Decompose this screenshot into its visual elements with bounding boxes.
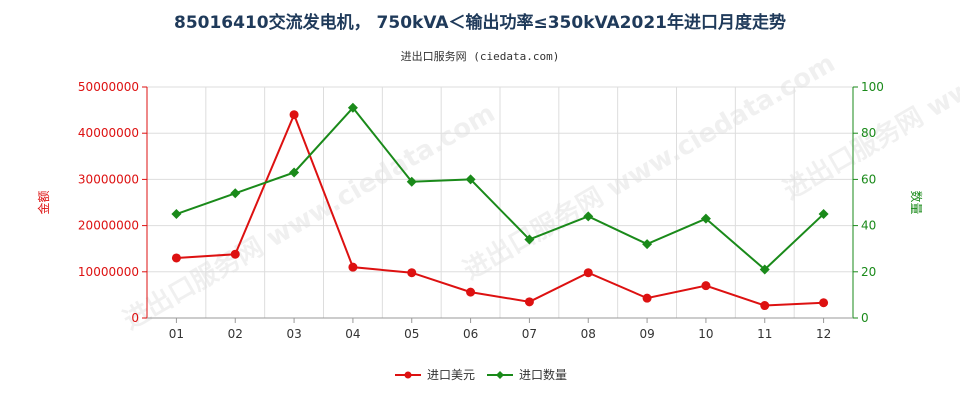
quantity-point — [347, 102, 358, 113]
amount-point — [348, 262, 358, 272]
x-tick-label: 05 — [404, 327, 419, 341]
left-tick-label: 0 — [131, 311, 139, 325]
quantity-point — [171, 209, 182, 220]
quantity-point — [583, 211, 594, 222]
amount-point — [289, 110, 299, 120]
legend: 进口美元 进口数量 — [395, 367, 567, 382]
amount-point — [171, 253, 181, 263]
quantity-point — [642, 239, 653, 250]
x-tick-label: 08 — [581, 327, 596, 341]
watermark-text: 进出口服务网 www.ciedata.com — [459, 48, 841, 286]
amount-point — [760, 301, 770, 311]
axes: 0 10000000 20000000 30000000 40000000 5000000… — [78, 80, 884, 341]
x-tick-label: 07 — [522, 327, 537, 341]
quantity-point — [465, 174, 476, 185]
quantity-point — [406, 176, 417, 187]
left-tick-label: 20000000 — [78, 219, 139, 233]
x-tick-label: 01 — [169, 327, 184, 341]
chart-title: 85016410交流发电机， 750kVA＜输出功率≤350kVA2021年进口… — [173, 13, 786, 33]
quantity-point — [524, 234, 535, 245]
quantity-point — [700, 213, 711, 224]
quantity-point — [289, 167, 300, 178]
x-tick-label: 06 — [463, 327, 478, 341]
legend-swatch-marker — [404, 371, 412, 379]
right-tick-label: 100 — [861, 80, 884, 94]
x-tick-label: 09 — [639, 327, 654, 341]
legend-label: 进口数量 — [519, 367, 567, 382]
amount-point — [642, 293, 652, 303]
series-line-1 — [176, 106, 825, 271]
amount-point — [701, 281, 711, 291]
x-tick-label: 03 — [286, 327, 301, 341]
quantity-point — [230, 188, 241, 199]
chart-subtitle: 进出口服务网 (ciedata.com) — [400, 50, 560, 63]
amount-point — [819, 298, 829, 308]
x-tick-label: 11 — [757, 327, 772, 341]
x-tick-label: 10 — [698, 327, 713, 341]
series-line-0 — [176, 112, 824, 307]
amount-point — [230, 249, 240, 259]
left-axis-title: 金额 — [36, 190, 51, 214]
right-tick-label: 60 — [861, 172, 876, 186]
legend-label: 进口美元 — [427, 368, 475, 382]
x-tick-label: 12 — [816, 327, 831, 341]
quantity-point — [759, 264, 770, 275]
left-tick-label: 30000000 — [78, 172, 139, 186]
right-tick-label: 40 — [861, 219, 876, 233]
x-tick-label: 04 — [345, 327, 360, 341]
quantity-point — [818, 209, 829, 220]
legend-swatch-marker — [496, 371, 504, 379]
right-tick-label: 80 — [861, 126, 876, 140]
right-tick-label: 0 — [861, 311, 869, 325]
amount-point — [583, 268, 593, 278]
right-axis-title: 数量 — [909, 190, 924, 214]
x-tick-label: 02 — [228, 327, 243, 341]
left-tick-label: 10000000 — [78, 265, 139, 279]
right-tick-label: 20 — [861, 265, 876, 279]
series — [171, 102, 829, 311]
amount-point — [466, 287, 476, 297]
amount-point — [407, 268, 417, 278]
amount-point — [524, 297, 534, 307]
left-tick-label: 40000000 — [78, 126, 139, 140]
left-tick-label: 50000000 — [78, 80, 139, 94]
